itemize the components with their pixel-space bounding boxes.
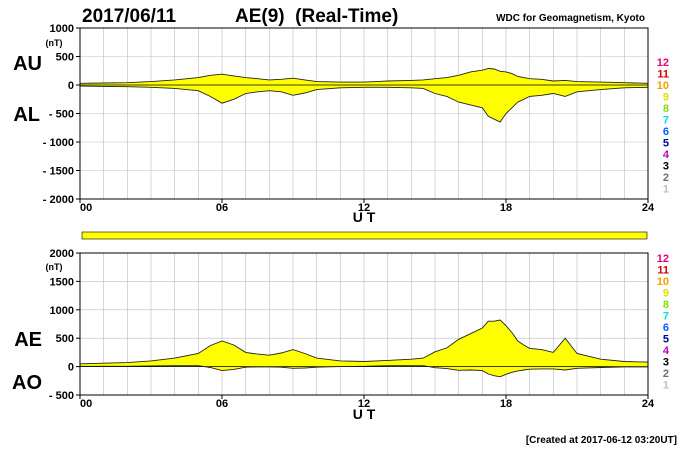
series-line-ao bbox=[80, 365, 648, 378]
separator-bar bbox=[81, 231, 648, 240]
station-legend-item: 8 bbox=[663, 103, 669, 115]
au-al-area bbox=[79, 68, 649, 123]
y-tick-label: - 1000 bbox=[43, 137, 74, 149]
chart-title: AE(9) (Real-Time) bbox=[235, 6, 398, 27]
station-legend-item: 9 bbox=[663, 92, 669, 104]
au-al-panel: 1000 500 0 - 500 - 1000 - 1500 - 2000 00 06 12 18… bbox=[13, 23, 655, 225]
station-legend-item: 6 bbox=[663, 126, 669, 138]
y-tick-label: - 1500 bbox=[43, 166, 74, 178]
x-tick-label: 00 bbox=[80, 398, 92, 410]
ae-ao-unit-label: (nT) bbox=[46, 262, 63, 272]
station-legend-item: 1 bbox=[663, 380, 669, 392]
ae-label: AE bbox=[14, 329, 42, 351]
ae-ao-y-axis: 2000 1500 1000 500 0 - 500 bbox=[49, 248, 80, 402]
x-tick-label: 24 bbox=[642, 202, 655, 214]
station-legend-item: 9 bbox=[663, 288, 669, 300]
x-tick-label: 00 bbox=[80, 202, 92, 214]
x-tick-label: 18 bbox=[500, 398, 512, 410]
y-tick-label: 2000 bbox=[50, 248, 74, 260]
ae-ao-x-axis: 00 06 12 18 24 bbox=[79, 395, 655, 410]
y-tick-label: 0 bbox=[68, 362, 74, 374]
station-legend-item: 4 bbox=[663, 149, 670, 161]
x-tick-label: 12 bbox=[358, 202, 370, 214]
source-label: WDC for Geomagnetism, Kyoto bbox=[496, 13, 645, 24]
station-legend-item: 5 bbox=[663, 334, 669, 346]
x-tick-label: 24 bbox=[642, 398, 655, 410]
y-tick-label: 500 bbox=[56, 333, 74, 345]
y-tick-label: - 500 bbox=[49, 109, 74, 121]
ae-ao-panel: 2000 1500 1000 500 0 - 500 00 06 12 18 24 (nT) AE… bbox=[12, 248, 655, 422]
station-legend-item: 12 bbox=[657, 57, 669, 69]
y-tick-label: 500 bbox=[56, 52, 74, 64]
station-legend-item: 5 bbox=[663, 138, 669, 150]
station-legend-item: 12 bbox=[657, 253, 669, 265]
station-legend-item: 3 bbox=[663, 161, 669, 173]
y-tick-label: 1000 bbox=[50, 305, 74, 317]
au-al-band-fill bbox=[80, 68, 648, 122]
ae-ao-grid bbox=[80, 253, 648, 395]
ae-ao-band-fill bbox=[80, 320, 648, 377]
x-tick-label: 06 bbox=[216, 398, 228, 410]
y-tick-label: 1000 bbox=[50, 23, 74, 35]
created-timestamp: [Created at 2017-06-12 03:20UT] bbox=[526, 435, 677, 446]
station-legend-item: 2 bbox=[663, 172, 669, 184]
x-tick-label: 18 bbox=[500, 202, 512, 214]
station-legend-item: 11 bbox=[657, 265, 669, 277]
station-legend-item: 8 bbox=[663, 299, 669, 311]
station-legend-item: 11 bbox=[657, 69, 669, 81]
station-legend-item: 4 bbox=[663, 345, 670, 357]
station-legend-item: 10 bbox=[657, 80, 669, 92]
au-al-x-label: U T bbox=[353, 209, 376, 225]
station-legend-item: 2 bbox=[663, 368, 669, 380]
ao-label: AO bbox=[12, 372, 42, 394]
y-tick-label: 1500 bbox=[50, 276, 74, 288]
y-tick-label: 0 bbox=[68, 80, 74, 92]
station-legend-item: 3 bbox=[663, 357, 669, 369]
y-tick-label: - 2000 bbox=[43, 194, 74, 206]
station-legend-item: 10 bbox=[657, 276, 669, 288]
au-al-y-axis: 1000 500 0 - 500 - 1000 - 1500 - 2000 bbox=[43, 23, 80, 206]
ae-ao-x-label: U T bbox=[353, 406, 376, 422]
ae-ao-area bbox=[79, 319, 649, 378]
series-line-al bbox=[79, 85, 649, 123]
station-legend-item: 7 bbox=[663, 115, 669, 127]
au-label: AU bbox=[13, 53, 42, 75]
x-tick-label: 12 bbox=[358, 398, 370, 410]
au-al-unit-label: (nT) bbox=[46, 38, 63, 48]
series-line-au bbox=[79, 68, 649, 84]
date-label: 2017/06/11 bbox=[82, 6, 176, 27]
station-legend-item: 6 bbox=[663, 322, 669, 334]
station-legend-item: 7 bbox=[663, 311, 669, 323]
x-tick-label: 06 bbox=[216, 202, 228, 214]
y-tick-label: - 500 bbox=[49, 390, 74, 402]
au-al-x-axis: 00 06 12 18 24 bbox=[79, 199, 655, 214]
station-legend-item: 1 bbox=[663, 184, 669, 196]
series-line-ae bbox=[79, 319, 649, 365]
al-label: AL bbox=[13, 104, 40, 126]
